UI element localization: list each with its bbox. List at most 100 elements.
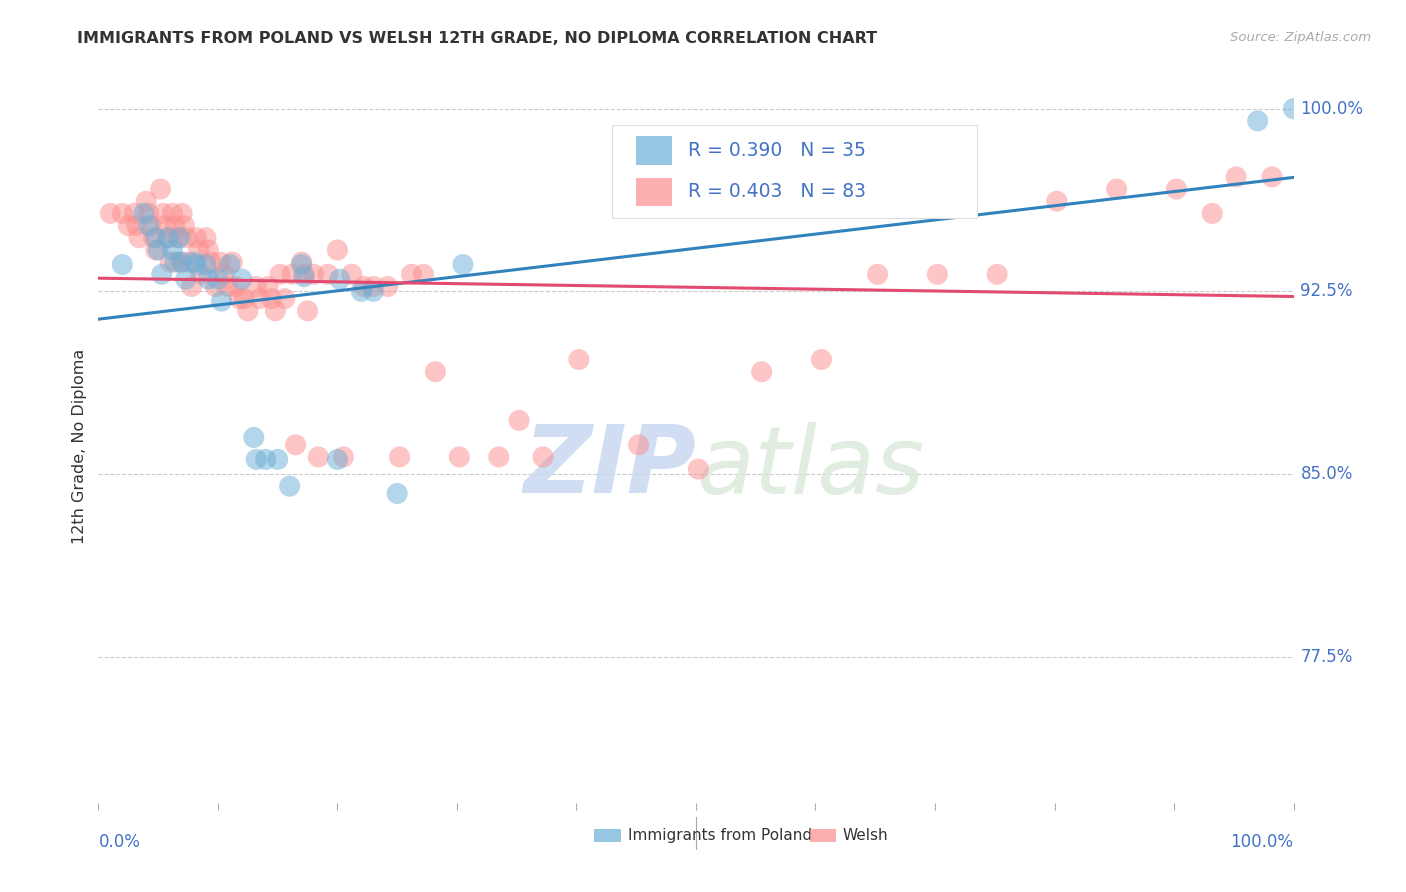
Point xyxy=(231,272,253,286)
Point xyxy=(155,219,177,233)
Point xyxy=(195,231,218,245)
Point xyxy=(207,272,229,286)
Text: Immigrants from Poland: Immigrants from Poland xyxy=(628,828,813,843)
Point xyxy=(190,268,212,282)
Point xyxy=(292,269,315,284)
Point xyxy=(183,255,205,269)
Point xyxy=(132,206,155,220)
Point xyxy=(128,231,150,245)
Point xyxy=(228,292,250,306)
Point xyxy=(156,231,179,245)
Point xyxy=(145,231,167,245)
FancyBboxPatch shape xyxy=(613,125,977,218)
Point xyxy=(751,365,773,379)
Point xyxy=(302,268,325,282)
Point xyxy=(169,231,191,245)
Point xyxy=(135,194,157,209)
Point xyxy=(264,303,287,318)
Text: Source: ZipAtlas.com: Source: ZipAtlas.com xyxy=(1230,31,1371,45)
Point xyxy=(148,243,170,257)
Point xyxy=(221,255,243,269)
Point xyxy=(173,219,195,233)
Bar xyxy=(637,136,672,165)
Point xyxy=(267,452,290,467)
Point xyxy=(219,258,242,272)
Point xyxy=(627,438,650,452)
Text: 100.0%: 100.0% xyxy=(1301,100,1364,118)
Point xyxy=(197,243,219,257)
Point xyxy=(111,206,134,220)
Point xyxy=(1105,182,1128,196)
Text: IMMIGRANTS FROM POLAND VS WELSH 12TH GRADE, NO DIPLOMA CORRELATION CHART: IMMIGRANTS FROM POLAND VS WELSH 12TH GRA… xyxy=(77,31,877,46)
Point xyxy=(388,450,411,464)
Point xyxy=(142,231,165,245)
Point xyxy=(211,294,233,309)
Point xyxy=(233,292,256,306)
Point xyxy=(281,268,304,282)
Point xyxy=(111,258,134,272)
Point xyxy=(316,268,339,282)
Point xyxy=(927,268,949,282)
Point xyxy=(488,450,510,464)
Point xyxy=(688,462,710,476)
Point xyxy=(163,255,186,269)
Point xyxy=(217,279,239,293)
Point xyxy=(169,255,191,269)
Point xyxy=(332,450,354,464)
Text: atlas: atlas xyxy=(696,422,924,513)
Text: 92.5%: 92.5% xyxy=(1301,283,1353,301)
Point xyxy=(176,231,198,245)
Point xyxy=(425,365,447,379)
Point xyxy=(139,219,162,233)
Point xyxy=(236,303,259,318)
Text: 85.0%: 85.0% xyxy=(1301,465,1353,483)
Point xyxy=(508,413,530,427)
Point xyxy=(350,285,373,299)
Point xyxy=(1225,169,1247,184)
Point xyxy=(326,452,349,467)
Point xyxy=(149,182,172,196)
Point xyxy=(159,255,181,269)
Point xyxy=(363,285,385,299)
Point xyxy=(204,279,226,293)
Point xyxy=(225,279,247,293)
Point xyxy=(152,206,174,220)
Point xyxy=(212,268,235,282)
Point xyxy=(363,279,385,293)
Point xyxy=(329,272,352,286)
Point xyxy=(297,303,319,318)
Text: 0.0%: 0.0% xyxy=(98,833,141,851)
Point xyxy=(200,255,222,269)
Point xyxy=(145,243,167,257)
Bar xyxy=(637,178,672,206)
Point xyxy=(269,268,291,282)
Point xyxy=(307,450,329,464)
Point xyxy=(1282,102,1305,116)
Point xyxy=(174,272,197,286)
Point xyxy=(284,438,307,452)
Point xyxy=(1166,182,1188,196)
Point xyxy=(209,255,232,269)
Point xyxy=(186,258,208,272)
Point xyxy=(260,292,283,306)
Point xyxy=(124,206,146,220)
Point xyxy=(866,268,889,282)
Point xyxy=(249,292,271,306)
Point xyxy=(162,243,184,257)
Point xyxy=(340,268,363,282)
Point xyxy=(257,279,280,293)
Point xyxy=(278,479,301,493)
Point xyxy=(1261,169,1284,184)
Text: 77.5%: 77.5% xyxy=(1301,648,1353,665)
Point xyxy=(353,279,375,293)
Point xyxy=(326,243,349,257)
Point xyxy=(451,258,474,272)
Point xyxy=(401,268,423,282)
Point xyxy=(291,255,314,269)
Point xyxy=(195,258,218,272)
Text: R = 0.403   N = 83: R = 0.403 N = 83 xyxy=(688,182,866,202)
Point xyxy=(156,231,179,245)
Text: ZIP: ZIP xyxy=(523,421,696,514)
Point xyxy=(568,352,591,367)
Y-axis label: 12th Grade, No Diploma: 12th Grade, No Diploma xyxy=(72,349,87,543)
